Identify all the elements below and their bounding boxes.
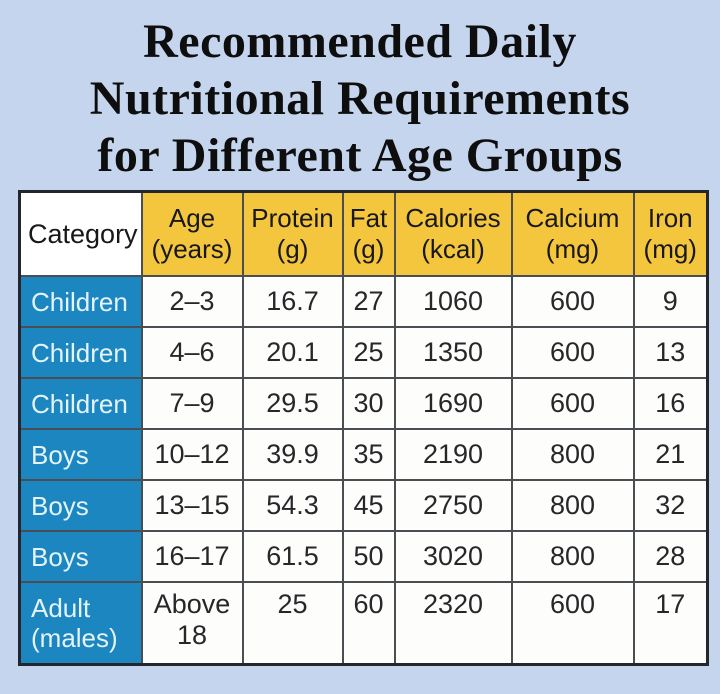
cell-iron: 16 — [632, 377, 709, 430]
col-header-fat: Fat (g) — [341, 190, 396, 277]
table-row: Boys 13–15 54.3 45 2750 800 32 — [18, 479, 709, 532]
cell-protein: 16.7 — [241, 275, 344, 328]
cell-iron: 9 — [632, 275, 709, 328]
page-title: Recommended Daily Nutritional Requiremen… — [0, 0, 720, 184]
cell-fat: 30 — [341, 377, 396, 430]
cell-iron: 28 — [632, 530, 709, 583]
cell-calcium: 600 — [510, 377, 635, 430]
cell-category: Children — [18, 377, 143, 430]
cell-category: Boys — [18, 530, 143, 583]
cell-age: 16–17 — [140, 530, 244, 583]
cell-calcium: 600 — [510, 326, 635, 379]
table-row: Boys 10–12 39.9 35 2190 800 21 — [18, 428, 709, 481]
col-header-calcium: Calcium (mg) — [510, 190, 635, 277]
col-header-calories: Calories (kcal) — [393, 190, 513, 277]
cell-protein: 54.3 — [241, 479, 344, 532]
cell-fat: 25 — [341, 326, 396, 379]
table-body: Children 2–3 16.7 27 1060 600 9 Children… — [18, 275, 709, 666]
col-header-protein: Protein (g) — [241, 190, 344, 277]
cell-iron: 17 — [632, 581, 709, 666]
col-header-iron: Iron (mg) — [632, 190, 709, 277]
cell-fat: 50 — [341, 530, 396, 583]
cell-iron: 32 — [632, 479, 709, 532]
cell-calories: 1060 — [393, 275, 513, 328]
cell-category: Boys — [18, 428, 143, 481]
cell-age: 10–12 — [140, 428, 244, 481]
cell-fat: 27 — [341, 275, 396, 328]
cell-fat: 45 — [341, 479, 396, 532]
cell-calcium: 800 — [510, 428, 635, 481]
cell-age: Above 18 — [140, 581, 244, 666]
table-row: Children 2–3 16.7 27 1060 600 9 — [18, 275, 709, 328]
cell-calories: 1350 — [393, 326, 513, 379]
cell-protein: 61.5 — [241, 530, 344, 583]
cell-calcium: 600 — [510, 581, 635, 666]
header-row: Category Age (years) Protein (g) Fat (g)… — [18, 190, 709, 277]
cell-calories: 3020 — [393, 530, 513, 583]
cell-calories: 2320 — [393, 581, 513, 666]
cell-calcium: 800 — [510, 479, 635, 532]
table-row: Children 7–9 29.5 30 1690 600 16 — [18, 377, 709, 430]
nutrition-table: Category Age (years) Protein (g) Fat (g)… — [18, 190, 709, 666]
cell-protein: 39.9 — [241, 428, 344, 481]
cell-age: 4–6 — [140, 326, 244, 379]
table-row: Boys 16–17 61.5 50 3020 800 28 — [18, 530, 709, 583]
cell-category: Children — [18, 275, 143, 328]
title-line-1: Recommended Daily — [143, 15, 577, 68]
cell-protein: 20.1 — [241, 326, 344, 379]
table-row: Children 4–6 20.1 25 1350 600 13 — [18, 326, 709, 379]
cell-calories: 2750 — [393, 479, 513, 532]
cell-category: Boys — [18, 479, 143, 532]
title-line-2: Nutritional Requirements — [89, 72, 631, 125]
cell-protein: 25 — [241, 581, 344, 666]
cell-category: Children — [18, 326, 143, 379]
title-line-3: for Different Age Groups — [97, 129, 623, 182]
col-header-age: Age (years) — [140, 190, 244, 277]
cell-category: Adult (males) — [18, 581, 143, 666]
cell-fat: 60 — [341, 581, 396, 666]
cell-fat: 35 — [341, 428, 396, 481]
table-row: Adult (males) Above 18 25 60 2320 600 17 — [18, 581, 709, 666]
col-header-category: Category — [18, 190, 143, 277]
cell-age: 2–3 — [140, 275, 244, 328]
cell-calories: 1690 — [393, 377, 513, 430]
cell-calcium: 600 — [510, 275, 635, 328]
cell-iron: 13 — [632, 326, 709, 379]
cell-age: 7–9 — [140, 377, 244, 430]
cell-age: 13–15 — [140, 479, 244, 532]
cell-iron: 21 — [632, 428, 709, 481]
cell-calories: 2190 — [393, 428, 513, 481]
cell-protein: 29.5 — [241, 377, 344, 430]
cell-calcium: 800 — [510, 530, 635, 583]
